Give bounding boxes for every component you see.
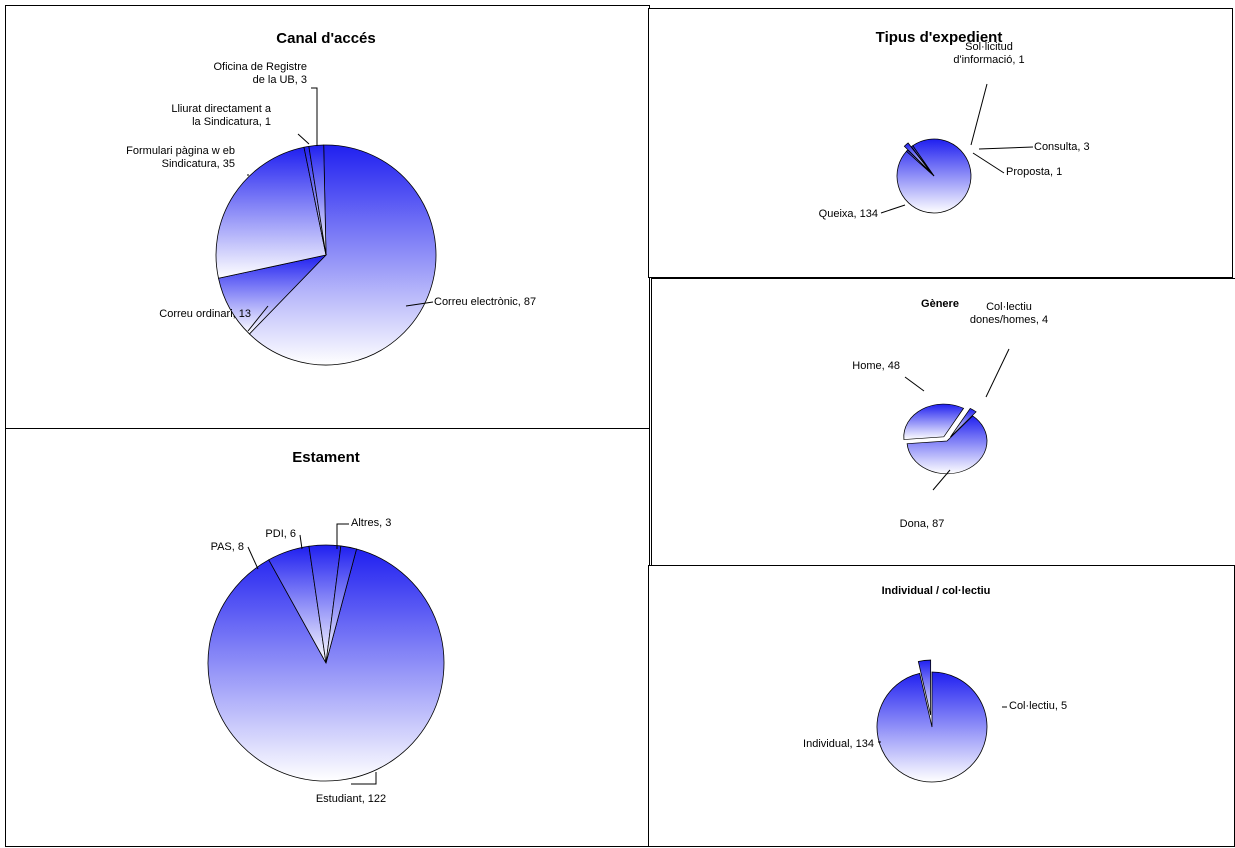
data-label-individual: Individual, 134 [803,738,874,750]
data-label-lliurat-directament-a-la-sindicatura: Lliurat directament a la Sindicatura, 1 [171,103,272,128]
pie-slice-dona [906,415,988,475]
leader-line [247,546,259,570]
pie-slice-queixa [896,138,972,214]
pie-slice-oficina-de-registre-de-la-ub [308,144,327,256]
pie-individual [876,659,988,783]
pie-tipus [896,138,972,214]
chart-title: Individual / col·lectiu [882,585,991,597]
chart-panel-estament: Estament Estudiant, 122 PAS, 8 PDI, 6 Altre… [5,428,650,847]
leader-line [970,83,988,146]
leader-line [932,469,951,491]
leader-line [405,301,434,307]
chart-title: Gènere [921,298,959,310]
leader-line [351,772,377,785]
chart-individual: Individual / col·lectiu Individual, 134 C… [803,585,1067,783]
chart-title: Tipus d'expedient [876,29,1003,46]
leader-line [904,376,925,392]
pie-slice-altres [325,545,358,664]
data-label-oficina-de-registre-de-la-ub: Oficina de Registre de la UB, 3 [213,61,307,86]
chart-canal: Canal d'accés Correu electrònic, 87 Corre… [126,30,536,366]
pie-slice-col-lectiu-dones-homes [950,408,977,438]
pie-slice-individual [876,671,988,783]
data-label-proposta: Proposta, 1 [1006,166,1062,178]
leader-line [978,146,1034,150]
chart-panel-individual: Individual / col·lectiu Individual, 134 C… [648,565,1235,847]
pie-slice-formulari-pagina-web-sindicatura [215,146,327,279]
leader-line [985,348,1010,398]
chart-panel-canal: Canal d'accés Correu electrònic, 87 Corre… [5,5,650,430]
data-label-sol-licitud-d-informacio: Sol·licitud d'informació, 1 [953,41,1024,66]
pie-slice-consulta [903,142,932,173]
pie-canal [215,144,437,366]
chart-title: Estament [292,449,360,466]
pie-slice-proposta [905,149,935,177]
data-label-correu-ordinari: Correu ordinari, 13 [159,308,251,320]
chart-genere: Gènere Dona, 87 Home, 48 Col·lectiu dones/h… [852,298,1048,530]
leader-line [311,87,318,146]
data-label-altres: Altres, 3 [351,517,391,529]
pie-slice-home [903,403,965,440]
data-label-queixa: Queixa, 134 [819,208,878,220]
chart-panel-genere: Gènere Dona, 87 Home, 48 Col·lectiu dones/h… [651,278,1235,567]
chart-estament: Estament Estudiant, 122 PAS, 8 PDI, 6 Altre… [207,449,445,805]
leader-line [297,133,310,145]
data-label-correu-electronic: Correu electrònic, 87 [434,296,536,308]
data-label-pdi: PDI, 6 [265,528,296,540]
data-label-home: Home, 48 [852,360,900,372]
data-label-col-lectiu-dones-homes: Col·lectiu dones/homes, 4 [970,301,1048,326]
pie-genere [903,403,988,475]
leader-line [299,534,303,550]
data-label-dona: Dona, 87 [900,518,945,530]
leader-line [247,305,269,332]
data-label-consulta: Consulta, 3 [1034,141,1090,153]
chart-panel-tipus: Tipus d'expedient Queixa, 134 Sol·licitud… [648,8,1233,278]
pie-slice-col-lectiu [917,659,932,716]
pie-slice-correu-electronic [248,144,437,366]
leader-line [972,152,1005,174]
chart-title: Canal d'accés [276,30,375,47]
leader-line [336,523,349,549]
data-label-estudiant: Estudiant, 122 [316,793,386,805]
data-label-pas: PAS, 8 [211,541,244,553]
leader-line [880,204,906,214]
pie-estament [207,544,445,782]
chart-tipus: Tipus d'expedient Queixa, 134 Sol·licitud… [819,29,1090,220]
pie-slice-estudiant [207,548,445,782]
data-label-col-lectiu: Col·lectiu, 5 [1009,700,1067,712]
data-label-formulari-pagina-web-sindicatura: Formulari pàgina w eb Sindicatura, 35 [126,145,235,170]
